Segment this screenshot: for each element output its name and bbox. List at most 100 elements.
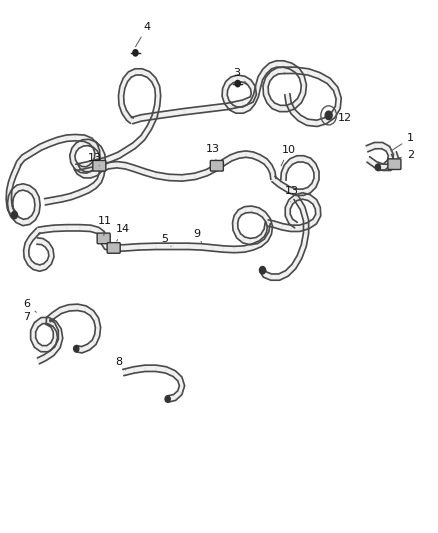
Polygon shape [212,245,223,252]
Polygon shape [102,163,109,172]
Text: 1: 1 [391,133,414,151]
Polygon shape [263,78,270,87]
Polygon shape [246,151,254,158]
Polygon shape [392,159,399,166]
Polygon shape [81,344,90,353]
Polygon shape [16,217,24,225]
Polygon shape [292,255,302,269]
Polygon shape [267,220,274,227]
Polygon shape [93,142,101,151]
Polygon shape [100,231,106,239]
Polygon shape [289,195,297,204]
Circle shape [74,345,79,352]
Polygon shape [145,169,156,179]
Polygon shape [101,238,106,244]
Polygon shape [37,355,46,364]
Polygon shape [33,264,40,271]
Polygon shape [266,219,272,227]
Polygon shape [70,148,76,156]
Polygon shape [256,77,263,87]
Polygon shape [252,152,261,161]
FancyBboxPatch shape [107,243,120,253]
Polygon shape [272,176,281,187]
Polygon shape [256,235,264,244]
Polygon shape [281,165,289,174]
Polygon shape [48,249,54,257]
Polygon shape [273,221,283,230]
Polygon shape [34,318,42,327]
Polygon shape [270,172,276,180]
Polygon shape [277,67,284,74]
Polygon shape [263,86,268,95]
Polygon shape [56,338,63,348]
Polygon shape [53,321,61,332]
Polygon shape [99,161,106,171]
Polygon shape [279,106,287,111]
Polygon shape [188,243,202,250]
Polygon shape [290,156,298,164]
Polygon shape [85,306,94,316]
Polygon shape [117,161,126,169]
Polygon shape [374,142,383,149]
Polygon shape [238,207,246,215]
Polygon shape [276,61,284,67]
Polygon shape [248,80,255,89]
Polygon shape [7,182,14,191]
Polygon shape [90,311,99,321]
Text: 4: 4 [135,22,151,47]
Polygon shape [234,246,244,253]
Polygon shape [74,165,81,174]
Polygon shape [312,178,319,188]
Polygon shape [100,154,106,163]
Polygon shape [48,318,56,326]
Polygon shape [94,318,101,328]
Polygon shape [267,227,272,235]
Polygon shape [28,215,35,224]
Polygon shape [131,115,141,124]
Circle shape [133,50,138,56]
Polygon shape [37,238,43,245]
Polygon shape [32,211,39,220]
Polygon shape [31,322,38,332]
Polygon shape [45,225,54,232]
Polygon shape [206,165,218,176]
Polygon shape [182,173,195,181]
Polygon shape [31,144,42,155]
Polygon shape [49,137,59,147]
Polygon shape [301,233,309,246]
Polygon shape [147,115,157,130]
Polygon shape [225,100,233,110]
Polygon shape [34,343,42,352]
Polygon shape [47,256,54,264]
Polygon shape [303,187,310,196]
Polygon shape [82,139,89,146]
Polygon shape [258,69,267,80]
Polygon shape [233,216,239,223]
Polygon shape [303,156,311,164]
Polygon shape [336,98,341,109]
Polygon shape [259,237,268,247]
Polygon shape [67,224,80,231]
Circle shape [235,80,240,87]
Polygon shape [45,197,54,205]
Polygon shape [34,205,40,213]
Polygon shape [32,190,39,199]
Polygon shape [11,167,19,176]
Polygon shape [11,213,19,223]
Polygon shape [60,305,69,313]
Polygon shape [70,156,76,163]
Polygon shape [267,99,275,109]
Polygon shape [123,367,134,376]
Polygon shape [299,223,309,231]
Polygon shape [120,78,127,88]
Polygon shape [95,151,100,158]
Polygon shape [271,274,279,280]
Polygon shape [78,304,86,312]
Polygon shape [327,78,338,91]
Polygon shape [264,232,272,241]
Polygon shape [325,113,335,124]
Polygon shape [53,196,63,204]
Polygon shape [141,69,150,77]
Polygon shape [285,94,291,104]
Polygon shape [250,238,258,245]
